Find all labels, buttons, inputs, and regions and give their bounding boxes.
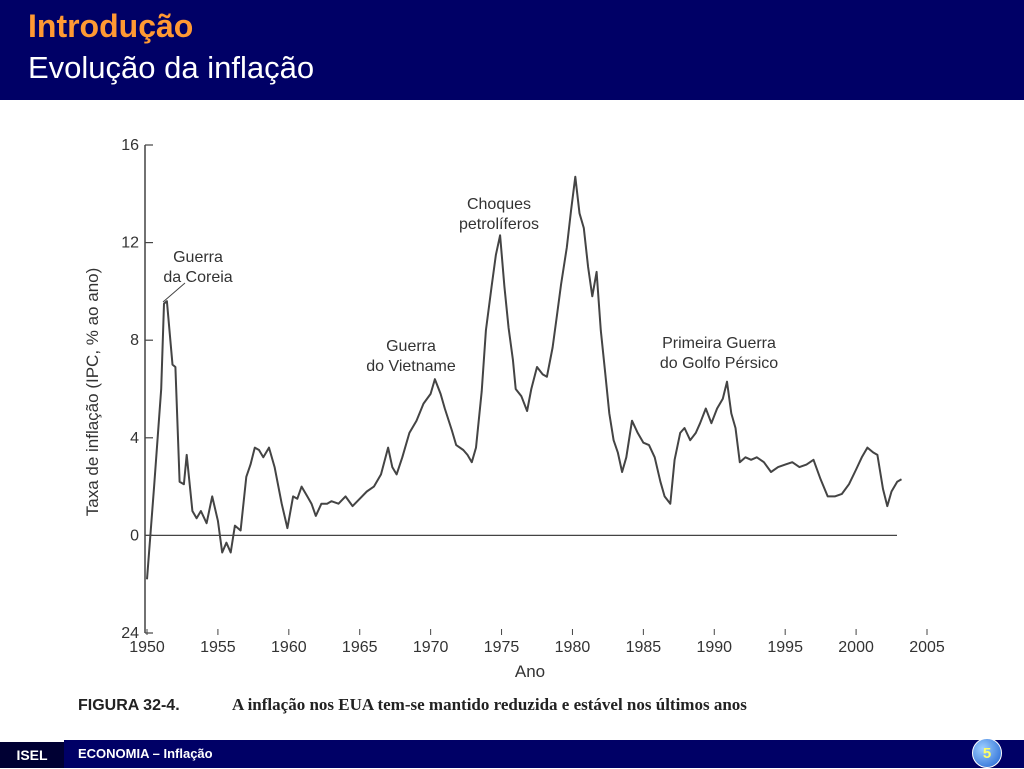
annotation: Primeira Guerra bbox=[662, 335, 776, 352]
chart: Taxa de inflação (IPC, % ao ano) Ano FIG… bbox=[78, 137, 945, 714]
caption-label: FIGURA 32-4. bbox=[78, 697, 180, 714]
annotation: da Coreia bbox=[163, 269, 232, 286]
y-tick-label: 4 bbox=[130, 430, 139, 447]
annotation: Guerra bbox=[386, 338, 436, 355]
annotation: Guerra bbox=[173, 249, 223, 266]
x-tick-label: 1980 bbox=[555, 639, 591, 656]
slide-title: Introdução bbox=[28, 8, 194, 44]
x-tick-label: 1985 bbox=[626, 639, 662, 656]
x-axis-label: Ano bbox=[515, 662, 545, 681]
x-tick-label: 1990 bbox=[696, 639, 732, 656]
footer-bar: ISEL ECONOMIA – Inflação 5 bbox=[0, 738, 1024, 768]
annotation: petrolíferos bbox=[459, 216, 539, 233]
x-tick-label: 2005 bbox=[909, 639, 945, 656]
caption: A inflação nos EUA tem-se mantido reduzi… bbox=[232, 695, 747, 714]
page-number: 5 bbox=[972, 738, 1002, 768]
y-tick-label: 16 bbox=[121, 137, 139, 154]
y-tick-label: 12 bbox=[121, 235, 139, 252]
x-tick-label: 1975 bbox=[484, 639, 520, 656]
y-tick-label: 24 bbox=[121, 625, 139, 642]
footer-course: ECONOMIA – Inflação bbox=[78, 746, 213, 761]
y-axis-label: Taxa de inflação (IPC, % ao ano) bbox=[83, 268, 102, 517]
x-tick-label: 1965 bbox=[342, 639, 378, 656]
header-bar: Introdução Evolução da inflação bbox=[0, 0, 1024, 100]
y-tick-label: 8 bbox=[130, 332, 139, 349]
x-tick-label: 2000 bbox=[838, 639, 874, 656]
y-tick-label: 0 bbox=[130, 527, 139, 544]
leader-line bbox=[162, 282, 186, 303]
x-tick-label: 1950 bbox=[129, 639, 165, 656]
annotation: do Vietname bbox=[366, 358, 456, 375]
footer-brand: ISEL bbox=[0, 740, 64, 768]
x-tick-label: 1955 bbox=[200, 639, 236, 656]
slide-subtitle: Evolução da inflação bbox=[28, 50, 315, 85]
annotation: do Golfo Pérsico bbox=[660, 355, 778, 372]
annotation: Choques bbox=[467, 196, 531, 213]
inflation-line bbox=[146, 175, 902, 580]
x-tick-label: 1970 bbox=[413, 639, 449, 656]
x-tick-label: 1960 bbox=[271, 639, 307, 656]
x-tick-label: 1995 bbox=[767, 639, 803, 656]
